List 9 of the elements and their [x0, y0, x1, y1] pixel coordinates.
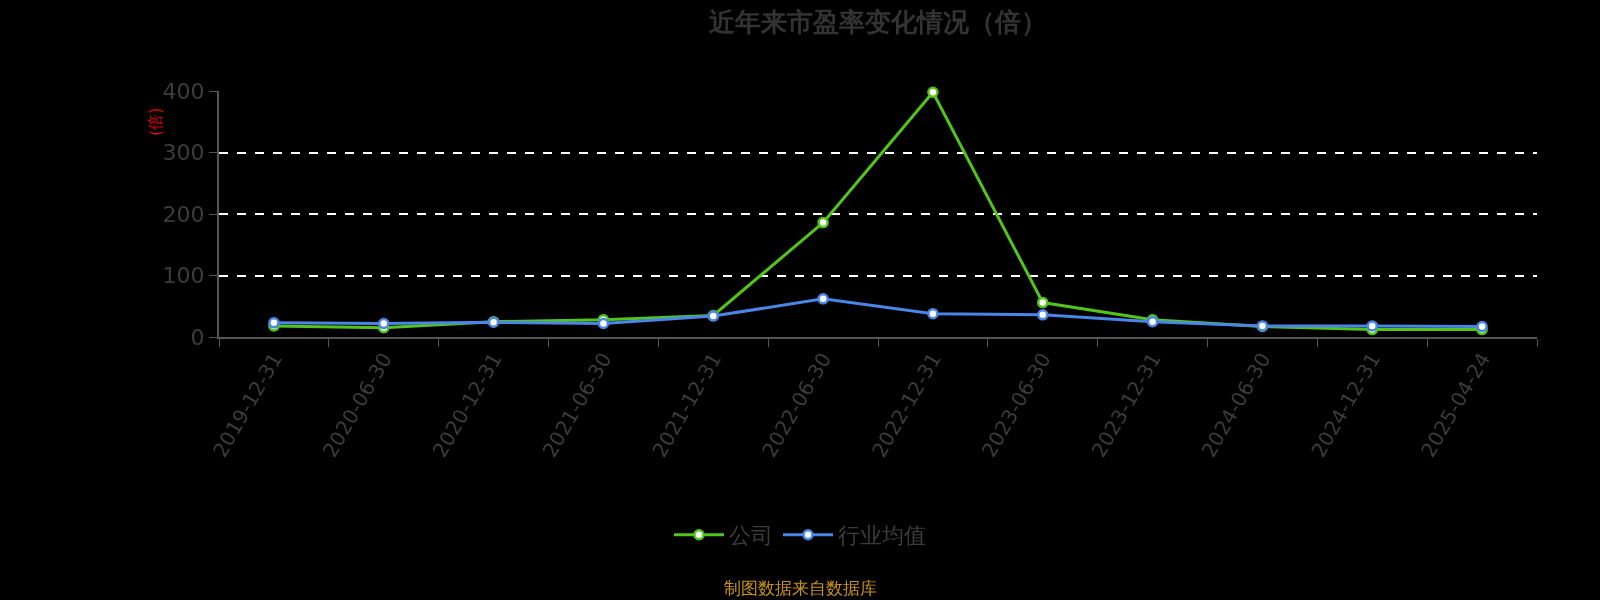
legend-label: 行业均值 — [838, 523, 926, 549]
y-tick-label: 400 — [162, 78, 205, 104]
legend-label: 公司 — [729, 523, 773, 549]
y-axis-title: (倍) — [146, 107, 165, 136]
text: 制图数据来自数据库 — [724, 578, 877, 598]
y-tick-label: 200 — [162, 201, 205, 227]
y-tick-label: 100 — [162, 263, 205, 289]
y-tick-label: 300 — [162, 140, 205, 166]
y-tick-label: 0 — [190, 324, 205, 350]
